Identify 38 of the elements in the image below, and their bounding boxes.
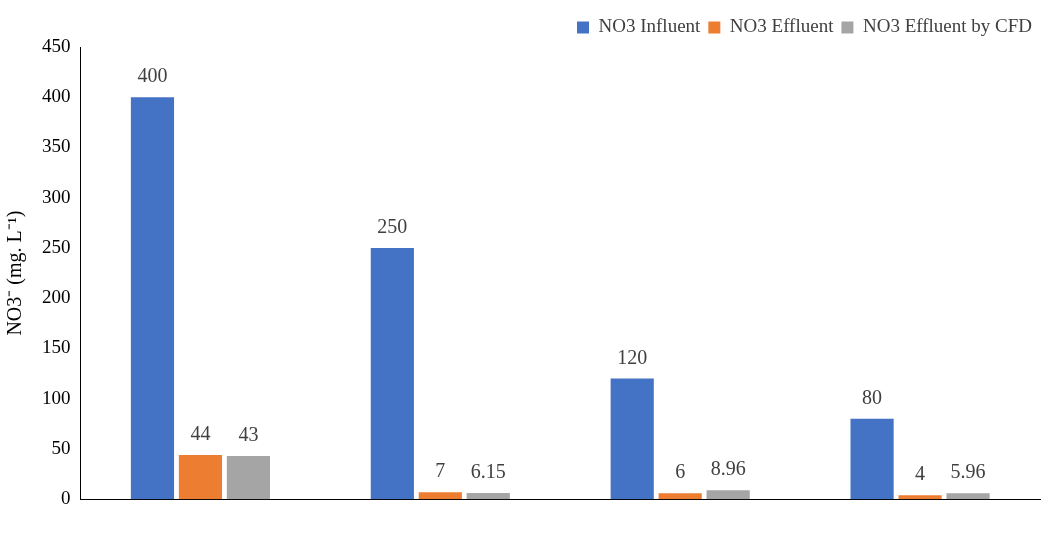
- data-label: 43: [238, 423, 259, 446]
- bar: [466, 493, 510, 500]
- data-label: 5.96: [950, 460, 986, 483]
- data-label: 120: [617, 345, 648, 368]
- data-label: 44: [190, 422, 211, 445]
- y-tick-label: 150: [42, 336, 71, 358]
- y-tick-label: 100: [42, 386, 71, 408]
- data-label: 400: [137, 64, 168, 87]
- bar: [370, 247, 414, 500]
- data-label: 250: [377, 215, 408, 238]
- y-tick-label: 250: [42, 235, 71, 257]
- bar: [898, 495, 942, 500]
- y-tick-label: 400: [42, 85, 71, 107]
- y-tick-label: 200: [42, 286, 71, 308]
- data-label: 80: [862, 386, 883, 409]
- bar: [130, 97, 175, 500]
- bar: [850, 418, 894, 500]
- data-label: 8.96: [710, 457, 746, 480]
- bar: [946, 493, 990, 500]
- y-tick-label: 300: [42, 185, 71, 207]
- bar: [658, 493, 702, 500]
- y-axis-title: NO3⁻ (mg. L⁻¹): [3, 210, 27, 336]
- bar: [178, 454, 223, 500]
- bar: [706, 490, 750, 500]
- data-label: 4: [915, 462, 926, 485]
- bar: [610, 378, 654, 500]
- legend-label: NO3 Effluent by CFD: [862, 15, 1032, 37]
- bar: [226, 455, 270, 500]
- y-tick-label: 0: [61, 487, 71, 509]
- y-tick-label: 450: [42, 34, 71, 56]
- legend-label: NO3 Effluent: [729, 15, 835, 37]
- y-tick-label: 350: [42, 135, 71, 157]
- data-label: 6.15: [470, 460, 506, 483]
- y-tick-label: 50: [51, 436, 71, 458]
- bar: [418, 492, 462, 500]
- data-label: 6: [675, 460, 686, 483]
- data-label: 7: [435, 459, 446, 482]
- legend-label: NO3 Influent: [598, 15, 702, 37]
